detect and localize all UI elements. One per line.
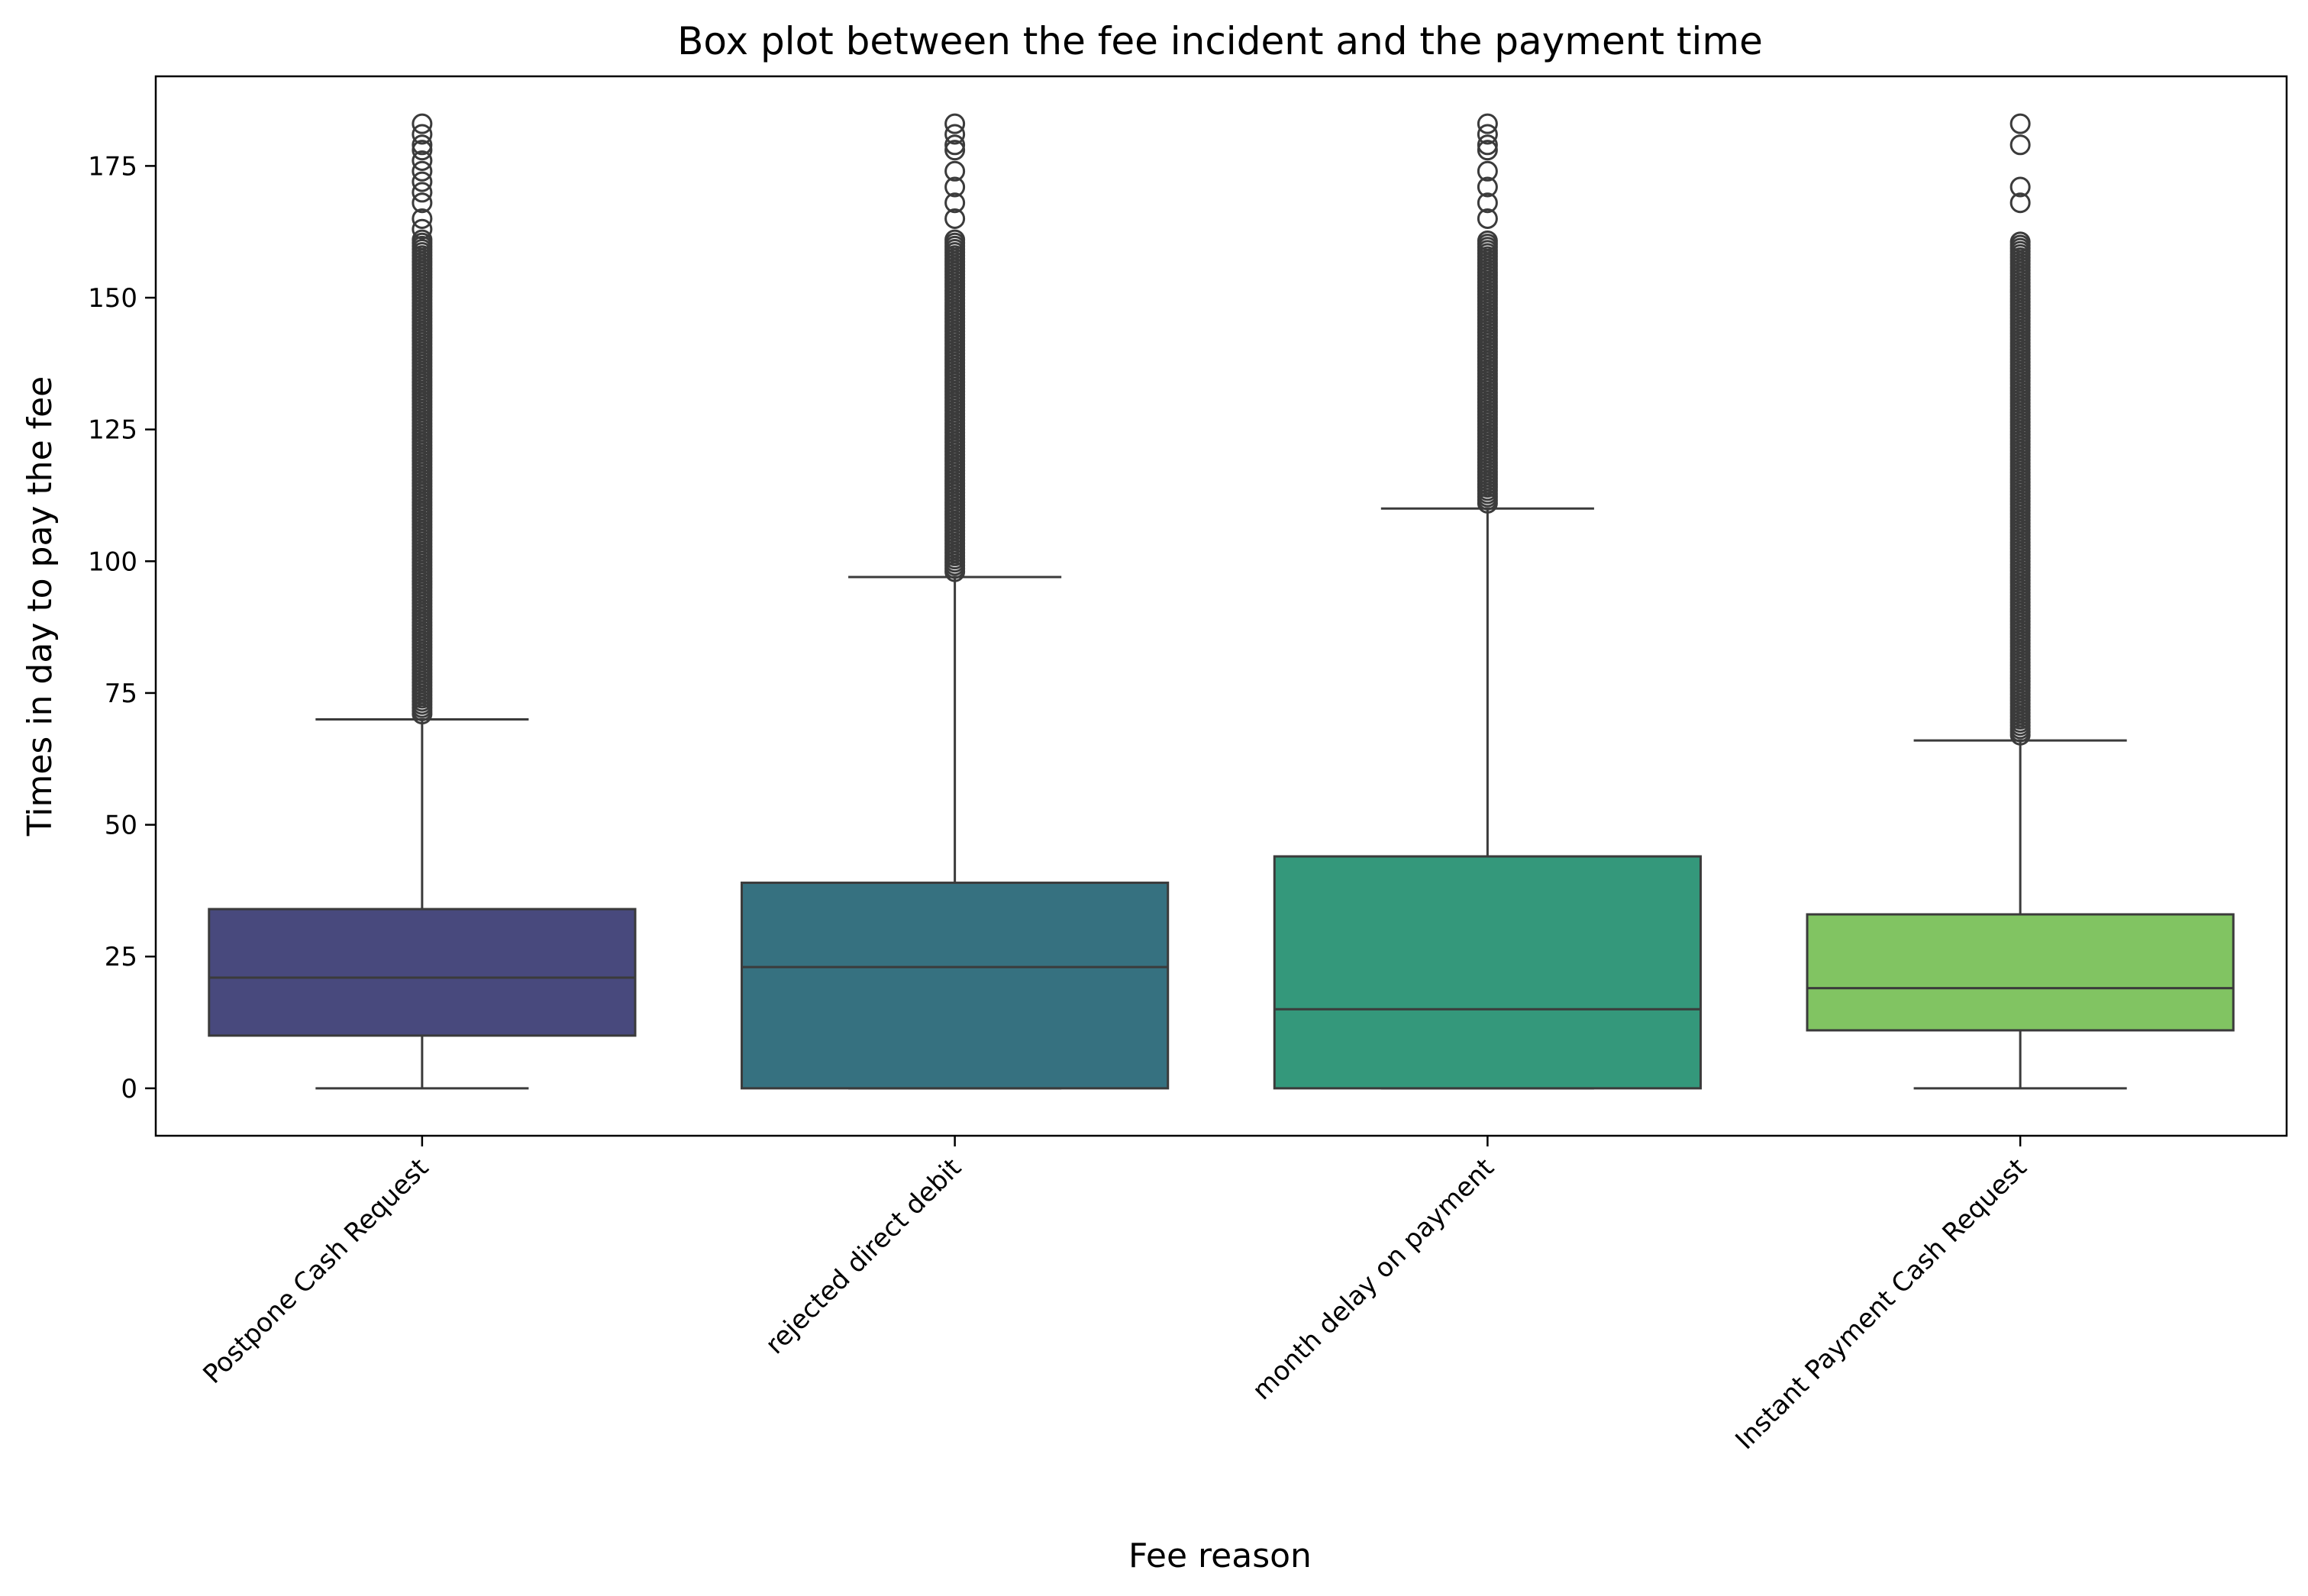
y-tick-label: 50 xyxy=(105,811,137,841)
outlier-point xyxy=(944,124,966,145)
outlier-point xyxy=(2009,176,2031,198)
outlier-point xyxy=(1477,176,1498,198)
box-group-4 xyxy=(1806,113,2235,1090)
y-tick-label: 75 xyxy=(105,679,137,709)
outlier-point xyxy=(2009,134,2031,156)
outlier-point xyxy=(412,150,433,171)
outlier-point xyxy=(944,176,966,198)
outlier-point xyxy=(412,113,433,134)
y-tick-label: 0 xyxy=(121,1074,137,1104)
outlier-point xyxy=(2009,192,2031,214)
box-iqr xyxy=(1273,855,1702,1090)
box-iqr xyxy=(741,882,1170,1090)
y-tick-label: 25 xyxy=(105,942,137,972)
box-iqr xyxy=(208,908,637,1037)
chart-title: Box plot between the fee incident and th… xyxy=(677,19,1763,63)
y-tick-label: 150 xyxy=(88,283,137,314)
outlier-point xyxy=(2009,113,2031,134)
box-group-1 xyxy=(208,113,637,1090)
outlier-point xyxy=(1477,230,1498,251)
box-group-2 xyxy=(741,113,1170,1090)
outlier-point xyxy=(1477,113,1498,134)
outlier-point xyxy=(412,160,433,182)
plot-frame xyxy=(154,75,2288,1137)
outlier-point xyxy=(412,218,433,240)
outlier-point xyxy=(412,208,433,229)
outlier-point xyxy=(944,140,966,161)
outlier-point xyxy=(412,134,433,156)
outlier-point xyxy=(1477,160,1498,182)
outlier-point xyxy=(1477,140,1498,161)
outlier-point xyxy=(944,113,966,134)
outlier-point xyxy=(1477,134,1498,156)
y-axis: 0 25 50 75 100 125 150 175 xyxy=(88,151,156,1104)
outlier-point xyxy=(412,171,433,192)
outlier-point xyxy=(1477,192,1498,214)
box-group-3 xyxy=(1273,113,1702,1090)
outlier-point xyxy=(944,192,966,214)
outlier-point xyxy=(944,229,966,250)
y-tick-label: 100 xyxy=(88,547,137,577)
x-axis-label: Fee reason xyxy=(1128,1536,1312,1575)
outlier-point xyxy=(944,134,966,156)
y-tick-label: 175 xyxy=(88,151,137,182)
y-tick-label: 125 xyxy=(88,415,137,446)
outlier-point xyxy=(412,182,433,203)
plot-area xyxy=(208,113,2235,1090)
outlier-point xyxy=(412,229,433,250)
outlier-point xyxy=(412,192,433,214)
outlier-point xyxy=(1477,124,1498,145)
outlier-point xyxy=(944,160,966,182)
outlier-point xyxy=(412,124,433,145)
outlier-point xyxy=(2009,231,2031,253)
outlier-point xyxy=(1477,208,1498,229)
y-axis-label: Times in day to pay the fee xyxy=(21,376,60,837)
outlier-point xyxy=(412,140,433,161)
box-iqr xyxy=(1806,913,2235,1032)
outlier-point xyxy=(944,208,966,229)
